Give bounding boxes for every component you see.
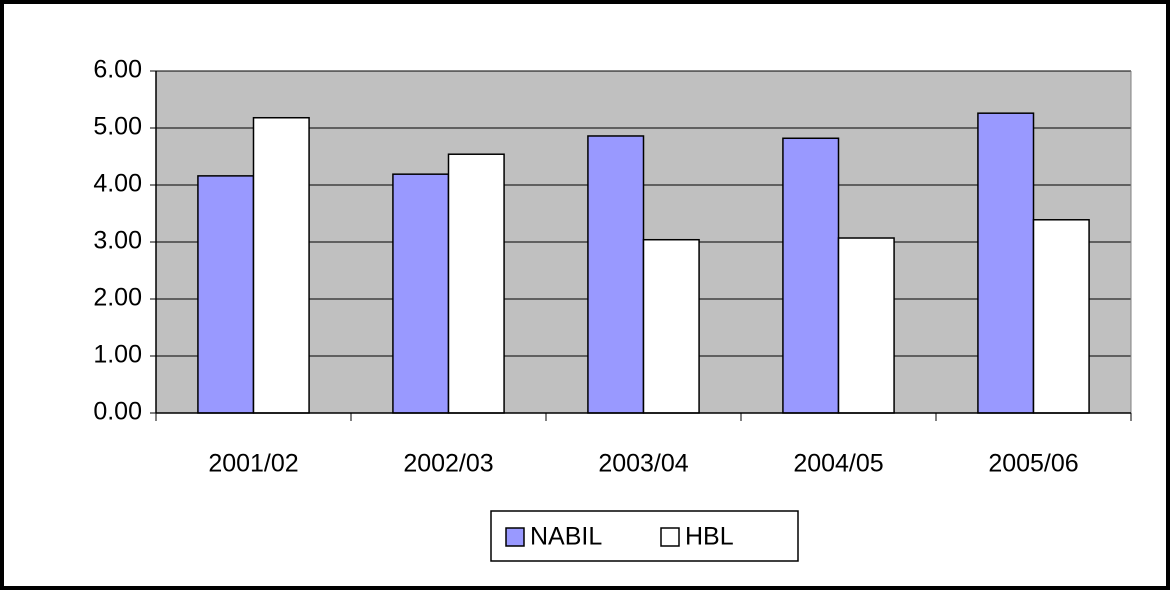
- legend-box: [490, 510, 799, 562]
- legend-label: NABIL: [530, 523, 602, 551]
- bar: [252, 116, 310, 414]
- bar: [392, 173, 450, 414]
- bar: [1032, 219, 1090, 414]
- bar: [782, 137, 840, 414]
- y-tick-label: 5.00: [93, 113, 142, 141]
- legend-swatch: [505, 527, 525, 547]
- x-tick-label: 2005/06: [988, 450, 1078, 478]
- y-tick-label: 4.00: [93, 170, 142, 198]
- bar: [197, 175, 255, 414]
- bar: [977, 112, 1035, 414]
- bar: [837, 237, 895, 414]
- x-tick-label: 2003/04: [598, 450, 688, 478]
- legend-swatch: [660, 527, 680, 547]
- x-tick-label: 2002/03: [403, 450, 493, 478]
- y-tick-label: 6.00: [93, 56, 142, 84]
- legend-label: HBL: [685, 523, 734, 551]
- y-tick-label: 0.00: [93, 398, 142, 426]
- x-tick-label: 2004/05: [793, 450, 883, 478]
- y-tick-label: 2.00: [93, 284, 142, 312]
- y-tick-label: 3.00: [93, 227, 142, 255]
- bar: [587, 135, 645, 414]
- bar: [642, 238, 700, 414]
- y-tick-label: 1.00: [93, 341, 142, 369]
- bar: [447, 153, 505, 414]
- x-tick-label: 2001/02: [208, 450, 298, 478]
